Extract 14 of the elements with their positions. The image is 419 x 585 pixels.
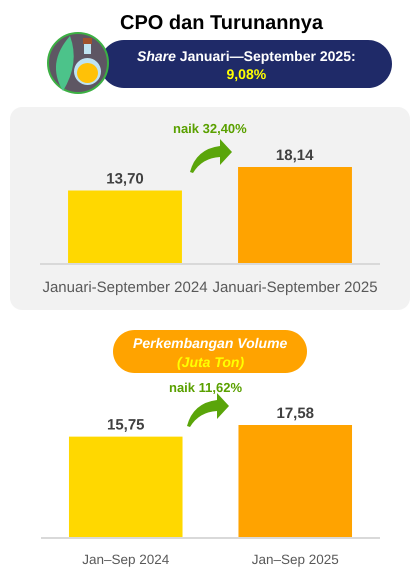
chart-title: Perkembangan Volume bbox=[133, 335, 288, 351]
x-tick-label: Januari-September 2024 bbox=[42, 278, 208, 296]
x-tick-label: Januari-September 2025 bbox=[212, 278, 378, 296]
data-label: 17,58 bbox=[276, 405, 314, 422]
chart-subtitle: (Juta Ton) bbox=[177, 354, 244, 370]
chart-title: CPO dan Turunannya bbox=[120, 12, 324, 34]
text: naik 11,62% bbox=[169, 380, 242, 395]
x-tick-label: Jan–Sep 2024 bbox=[82, 552, 170, 567]
data-label: 15,75 bbox=[106, 416, 145, 434]
text: naik 32,40% bbox=[173, 121, 248, 136]
data-label: 13,70 bbox=[106, 170, 144, 188]
chart-subtitle: Share Januari—September 2025: 9,08% bbox=[137, 48, 356, 82]
data-label: 18,14 bbox=[276, 147, 314, 164]
x-tick-label: Jan–Sep 2025 bbox=[252, 552, 339, 567]
